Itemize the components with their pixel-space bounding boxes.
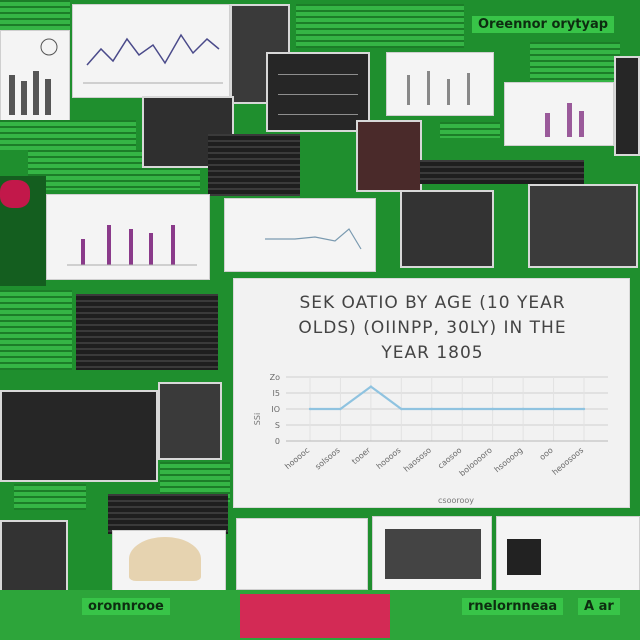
collage-line-chart-tile-mid: [224, 198, 376, 272]
x-tick-label: hooooc: [283, 446, 311, 472]
collage-banner-top-right: Oreennor orytyap: [472, 16, 615, 33]
collage-bar-chart-tile-right: [504, 82, 614, 146]
y-tick-label: IO: [271, 405, 280, 414]
data-point: [400, 407, 403, 411]
collage-dark-screen-3: [420, 160, 584, 184]
main-chart-card: SEK OATIO BY AGE (10 YEAR OLDS) (OIINPP,…: [233, 278, 630, 508]
collage-bar-chart-tile-mid: [46, 194, 210, 280]
collage-green-text-block: [296, 4, 464, 48]
data-point: [521, 407, 525, 411]
collage-dark-screen-2: [208, 134, 300, 196]
collage-green-text-block: [0, 120, 136, 150]
x-tick-label: heoosoos: [550, 446, 585, 477]
collage-banner-bottom-left: oronnrooe: [82, 598, 170, 615]
collage-table-tile: [236, 518, 368, 590]
collage-bar-graphic: [545, 103, 584, 137]
collage-red-bar: [240, 594, 390, 638]
series-line: [310, 385, 584, 411]
collage-dark-screen-4: [76, 294, 218, 370]
data-point: [461, 407, 464, 411]
data-point: [552, 407, 555, 411]
line-chart: Zo I5 IO S 0 hooooc solsoos tooer hoooos haososo…: [253, 373, 608, 505]
chart-title: SEK OATIO BY AGE (10 YEAR OLDS) (OIINPP,…: [298, 293, 567, 363]
data-point: [339, 407, 342, 411]
collage-dark-screen-1: [266, 52, 370, 132]
data-point: [308, 407, 312, 411]
data-point: [582, 407, 586, 411]
x-tick-label: caosoo: [436, 446, 463, 471]
collage-bar-graphic: [9, 38, 58, 115]
x-tick-label: tooer: [350, 445, 373, 466]
x-tick-label: haososo: [402, 446, 433, 474]
collage-banner-bottom-mid: rnelornneaa: [462, 598, 564, 615]
x-tick-label: ooo: [538, 446, 555, 462]
x-axis-title: csoorooy: [438, 496, 474, 505]
x-tick-label: hsoooog: [493, 446, 525, 475]
collage-sketch-tile: [372, 516, 492, 594]
collage-dark-photo-6: [158, 382, 222, 460]
collage-green-text-block: [530, 42, 620, 82]
data-point: [369, 385, 373, 388]
y-tick-labels: Zo I5 IO S 0: [270, 373, 280, 446]
x-tick-label: solsoos: [313, 446, 341, 472]
collage-dark-photo-3: [356, 120, 422, 192]
collage-dark-photo-5: [528, 184, 638, 268]
x-tick-labels: hooooc solsoos tooer hoooos haososo caosoobol…: [283, 445, 585, 478]
collage-shell-photo: [112, 530, 226, 592]
collage-dark-screen-5: [0, 390, 158, 482]
collage-bar-graphic: [67, 225, 197, 266]
series-line-group: [308, 385, 586, 411]
y-tick-label: 0: [275, 437, 280, 446]
y-tick-label: I5: [273, 389, 280, 398]
y-tick-label: S: [275, 421, 280, 430]
collage-green-text-block: [440, 122, 500, 138]
collage-spreadsheet-tile: [496, 516, 640, 596]
collage-dark-strip-right: [614, 56, 640, 156]
collage-bar-graphic: [407, 71, 470, 105]
data-point: [430, 407, 433, 411]
collage-green-text-block: [0, 0, 70, 30]
x-tick-label: hoooos: [375, 446, 403, 471]
collage-line-chart-graphic: [83, 33, 223, 84]
collage-green-text-block: [14, 484, 86, 510]
collage-bar-chart-tile-top: [386, 52, 494, 116]
collage-line-chart-tile: [72, 4, 230, 98]
collage-green-text-block: [0, 290, 72, 370]
collage-line-graphic: [265, 228, 362, 250]
collage-red-plant-photo: [0, 176, 46, 286]
collage-dark-photo-4: [400, 190, 494, 268]
data-point: [491, 407, 494, 411]
collage-banner-bottom-right: A ar: [578, 598, 620, 615]
y-axis-title: SSi: [253, 413, 262, 425]
collage-bar-tile-topleft: [0, 30, 70, 125]
y-tick-label: Zo: [270, 373, 280, 382]
collage-dark-screen-6: [108, 494, 228, 534]
x-tick-label: bolooooro: [458, 446, 494, 479]
